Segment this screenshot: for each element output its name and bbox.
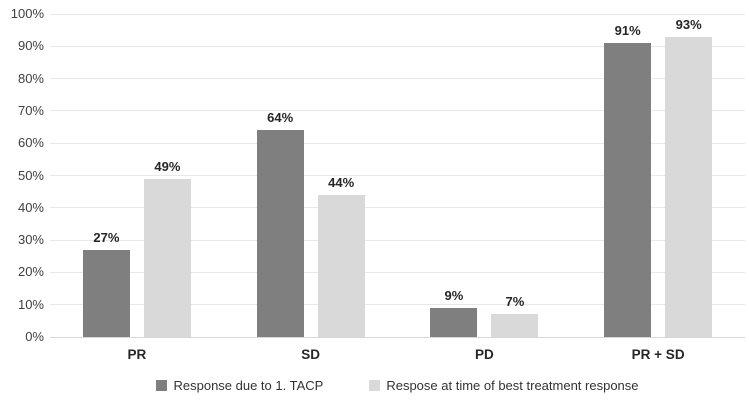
- legend-item-2: Respose at time of best treatment respon…: [369, 378, 639, 393]
- gridline-0: [50, 336, 745, 338]
- x-axis-category-label: PD: [474, 347, 494, 362]
- bar-data-label: 44%: [328, 174, 355, 190]
- bar-PR-series1: [82, 249, 130, 337]
- bar-PD-series2: [491, 314, 539, 337]
- gridline-70: [50, 110, 745, 112]
- bar-SD-series1: [256, 130, 304, 337]
- gridline-90: [50, 45, 745, 47]
- bar-data-label: 49%: [154, 158, 181, 174]
- y-axis-tick-label: 70%: [17, 102, 44, 118]
- x-axis-category-label: PR + SD: [631, 347, 685, 362]
- bar-PD-series1: [430, 307, 478, 337]
- bar-data-label: 91%: [614, 23, 641, 39]
- bar-data-label: 93%: [675, 16, 702, 32]
- gridline-30: [50, 239, 745, 241]
- bar-PR+SD-series1: [604, 43, 652, 337]
- gridline-40: [50, 207, 745, 209]
- bar-PR-series2: [143, 178, 191, 337]
- bar-data-label: 64%: [267, 110, 294, 126]
- legend-label: Respose at time of best treatment respon…: [386, 378, 639, 393]
- y-axis-tick-label: 10%: [17, 296, 44, 312]
- y-axis-tick-label: 90%: [17, 38, 44, 54]
- bar-SD-series2: [317, 194, 365, 337]
- gridline-20: [50, 271, 745, 273]
- gridline-50: [50, 175, 745, 176]
- bar-data-label: 7%: [505, 294, 525, 310]
- bar-PR+SD-series2: [665, 36, 713, 337]
- legend: Response due to 1. TACP Respose at time o…: [50, 378, 745, 393]
- y-axis-tick-label: 50%: [17, 167, 44, 183]
- legend-label: Response due to 1. TACP: [173, 378, 324, 393]
- plot-area: 27% 49% 64% 44% 9% 7% 91% 93%: [50, 13, 745, 338]
- y-axis-tick-label: 100%: [10, 6, 44, 21]
- y-axis-tick-label: 60%: [17, 135, 44, 151]
- gridline-80: [50, 78, 745, 80]
- y-axis-tick-label: 80%: [17, 70, 44, 86]
- legend-item-1: Response due to 1. TACP: [156, 378, 323, 393]
- gridline-100: [50, 13, 745, 15]
- bar-data-label: 9%: [444, 287, 464, 303]
- y-axis-tick-label: 20%: [17, 264, 44, 280]
- legend-swatch-icon: [156, 380, 168, 391]
- y-axis-tick-label: 40%: [17, 199, 44, 215]
- y-axis-tick-label: 0%: [25, 329, 44, 344]
- gridline-60: [50, 142, 745, 144]
- gridline-10: [50, 304, 745, 306]
- legend-swatch-icon: [369, 380, 381, 391]
- x-axis-category-label: SD: [301, 347, 320, 362]
- bar-data-label: 27%: [93, 229, 120, 245]
- x-axis-category-label: PR: [127, 347, 147, 362]
- y-axis-tick-label: 30%: [17, 232, 44, 248]
